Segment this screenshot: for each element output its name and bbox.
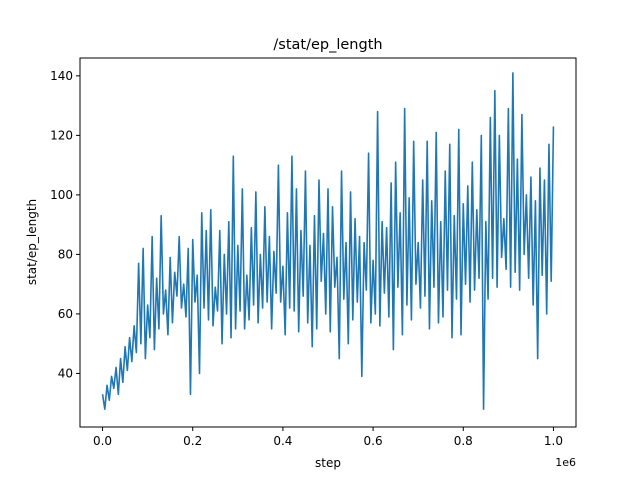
plot-frame bbox=[79, 57, 577, 428]
x-axis-offset-label: 1e6 bbox=[555, 456, 576, 469]
y-tick-label: 140 bbox=[50, 69, 73, 83]
y-tick-label: 120 bbox=[50, 128, 73, 142]
series-layer bbox=[101, 72, 555, 410]
chart-title: /stat/ep_length bbox=[273, 37, 382, 53]
series-line bbox=[101, 72, 555, 410]
x-axis-ticks: 0.0 0.2 0.4 0.6 0.8 1.0 bbox=[93, 427, 563, 448]
x-tick-label: 1.0 bbox=[544, 434, 563, 448]
y-axis-label: stat/ep_length bbox=[25, 199, 39, 285]
x-tick-label: 0.8 bbox=[454, 434, 473, 448]
x-axis-label: step bbox=[315, 456, 341, 470]
x-tick-label: 0.4 bbox=[273, 434, 292, 448]
y-tick-label: 60 bbox=[58, 307, 73, 321]
y-tick-label: 80 bbox=[58, 247, 73, 261]
x-tick-label: 0.6 bbox=[364, 434, 383, 448]
y-tick-label: 100 bbox=[50, 188, 73, 202]
y-axis-ticks: 40 60 80 100 120 140 bbox=[50, 69, 80, 380]
y-tick-label: 40 bbox=[58, 366, 73, 380]
x-tick-label: 0.0 bbox=[93, 434, 112, 448]
x-tick-label: 0.2 bbox=[183, 434, 202, 448]
